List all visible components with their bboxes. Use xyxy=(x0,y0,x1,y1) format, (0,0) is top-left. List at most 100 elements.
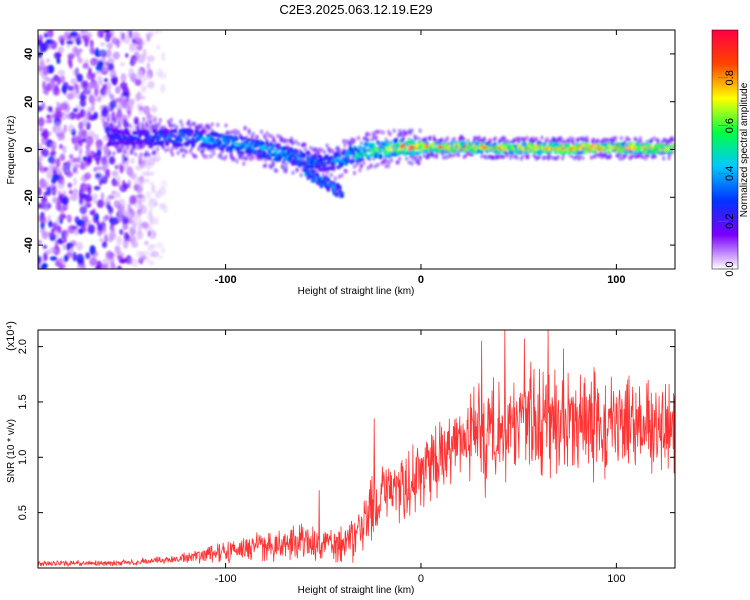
spectrogram-cell xyxy=(147,156,156,166)
spectrogram-cell xyxy=(329,172,333,178)
spectrogram-cell xyxy=(79,161,85,170)
spectrogram-cell xyxy=(547,156,551,161)
spectrogram-cell xyxy=(180,123,184,128)
spectrogram-cell xyxy=(433,138,437,143)
spectrogram-cell xyxy=(216,122,220,128)
spectrogram-cell xyxy=(123,157,128,162)
spectrogram-cell xyxy=(65,164,70,173)
spectrogram-cell xyxy=(38,240,43,245)
spectrogram-cell xyxy=(354,147,358,152)
spectrogram-cell xyxy=(171,152,175,157)
spectrogram-cell xyxy=(84,194,93,203)
spectrogram-cell xyxy=(390,140,393,145)
spectrogram-cell xyxy=(491,155,495,161)
spectrogram-cell xyxy=(129,195,137,205)
spectrogram-cell xyxy=(218,141,223,145)
spectrogram-cell xyxy=(75,51,81,58)
spectrogram-cell xyxy=(105,49,112,58)
spectrogram-cell xyxy=(242,161,246,166)
spectrogram-cell xyxy=(79,99,87,108)
spectrogram-cell xyxy=(61,131,65,141)
spectrogram-cell xyxy=(545,136,550,142)
spectrogram-cell xyxy=(147,81,155,89)
spectrogram-x-tick-label: 100 xyxy=(607,274,625,286)
spectrogram-cell xyxy=(74,143,79,151)
spectrogram-cell xyxy=(121,144,125,149)
spectrogram-cell xyxy=(118,100,126,109)
spectrogram-cell xyxy=(305,165,309,170)
spectrogram-cell xyxy=(94,87,99,97)
snr-x-axis: -100 0 100 xyxy=(215,330,626,585)
spectrogram-cell xyxy=(55,133,63,137)
spectrogram-cell xyxy=(384,158,388,163)
spectrogram-cells xyxy=(38,30,675,269)
snr-plot-area xyxy=(38,330,675,568)
spectrogram-cell xyxy=(309,145,313,151)
spectrogram-cell xyxy=(47,64,55,74)
spectrogram-cell xyxy=(369,163,373,168)
spectrogram-cell xyxy=(344,139,348,144)
spectrogram-cell xyxy=(410,138,414,144)
spectrogram-cell xyxy=(324,163,328,169)
spectrogram-cell xyxy=(444,155,448,160)
spectrogram-cell xyxy=(418,156,422,162)
spectrogram-cell xyxy=(93,111,99,120)
spectrogram-cell xyxy=(368,132,372,137)
spectrogram-cell xyxy=(482,136,487,141)
spectrogram-cell xyxy=(115,191,121,199)
spectrogram-cell xyxy=(97,60,104,68)
spectrogram-cell xyxy=(107,63,115,71)
spectrogram-cell xyxy=(160,179,168,190)
spectrogram-x-axis-title: Height of straight line (km) xyxy=(298,286,415,297)
spectrogram-cell xyxy=(110,118,114,123)
spectrogram-cell xyxy=(111,190,117,195)
spectrogram-cell xyxy=(502,154,506,160)
spectrogram-cell xyxy=(112,180,120,187)
colorbar-ticks: 0.0 0.2 0.4 0.6 0.8 xyxy=(718,70,736,277)
spectrogram-cell xyxy=(66,242,71,251)
spectrogram-cell xyxy=(71,163,80,169)
spectrogram-cell xyxy=(228,130,232,135)
spectrogram-cell xyxy=(125,122,130,128)
spectrogram-cell xyxy=(119,164,124,174)
spectrogram-cell xyxy=(322,161,327,164)
spectrogram-cell xyxy=(92,198,98,204)
spectrogram-cell xyxy=(115,142,121,146)
spectrogram-cell xyxy=(352,170,357,176)
spectrogram-cell xyxy=(137,177,145,187)
spectrogram-cell xyxy=(86,72,94,80)
spectrogram-cell xyxy=(70,78,78,85)
colorbar-tick-label: 0.6 xyxy=(724,118,736,133)
spectrogram-cell xyxy=(220,155,224,160)
spectrogram-cell xyxy=(164,148,168,153)
spectrogram-cell xyxy=(410,128,414,133)
spectrogram-cell xyxy=(78,48,83,53)
spectrogram-cell xyxy=(255,134,259,140)
spectrogram-cell xyxy=(46,114,52,120)
spectrogram-cell xyxy=(382,142,387,147)
spectrogram-cell xyxy=(95,47,99,57)
spectrogram-cell xyxy=(100,192,105,201)
spectrogram-cell xyxy=(136,230,144,240)
spectrogram-cell xyxy=(52,124,60,134)
spectrogram-cell xyxy=(264,157,268,163)
spectrogram-cell xyxy=(91,193,98,200)
spectrogram-cell xyxy=(106,117,110,122)
spectrogram-cell xyxy=(66,40,74,45)
spectrogram-cell xyxy=(41,262,48,269)
spectrogram-cell xyxy=(84,172,92,180)
spectrogram-cell xyxy=(378,129,383,135)
spectrogram-cell xyxy=(348,146,353,151)
spectrogram-cell xyxy=(160,247,166,254)
spectrogram-cell xyxy=(384,163,388,169)
spectrogram-cell xyxy=(366,165,370,171)
spectrogram-cell xyxy=(342,139,346,144)
spectrogram-cell xyxy=(270,146,275,151)
spectrogram-cell xyxy=(123,149,127,155)
spectrogram-cell xyxy=(73,177,77,187)
spectrogram-cell xyxy=(99,42,106,47)
spectrogram-cell xyxy=(96,199,105,209)
colorbar-tick-label: 0.4 xyxy=(724,166,736,181)
spectrogram-cell xyxy=(82,156,87,162)
spectrogram-cell xyxy=(188,149,192,154)
